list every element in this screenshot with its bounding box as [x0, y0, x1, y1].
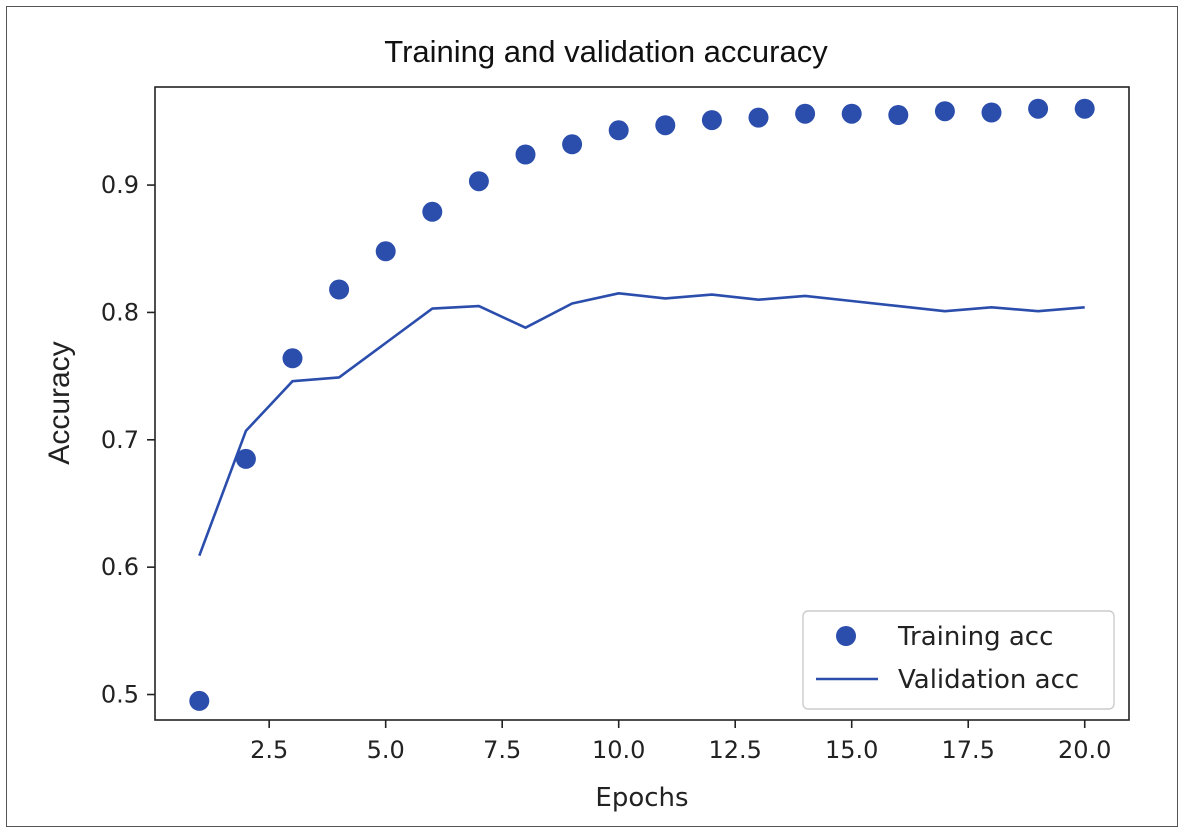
- x-tick-label: 15.0: [825, 736, 878, 764]
- legend: Training acc Validation acc: [802, 610, 1115, 710]
- x-tick-label: 12.5: [708, 736, 761, 764]
- training-acc-point: [934, 101, 955, 122]
- y-tick-label: 0.8: [101, 298, 139, 326]
- chart-title: Training and validation accuracy: [384, 34, 828, 69]
- training-acc-point: [562, 134, 583, 155]
- training-acc-point: [981, 102, 1002, 123]
- validation-acc-line: [198, 291, 1085, 557]
- training-acc-point: [701, 110, 722, 131]
- training-acc-point: [748, 107, 769, 128]
- x-tick-label: 20.0: [1058, 736, 1111, 764]
- training-acc-point: [655, 115, 676, 136]
- training-acc-point: [468, 171, 489, 192]
- x-axis: 2.5 5.0 7.5 10.0 12.5 15.0 17.5 20.0: [250, 720, 1111, 764]
- y-tick-label: 0.9: [101, 171, 139, 199]
- training-acc-point: [375, 241, 396, 262]
- training-acc-point: [888, 105, 909, 125]
- x-tick-label: 7.5: [483, 736, 521, 764]
- training-acc-point: [841, 103, 862, 124]
- training-acc-point: [515, 144, 536, 165]
- training-acc-points: [189, 98, 1095, 711]
- training-acc-point: [422, 201, 443, 222]
- training-acc-point: [1028, 98, 1049, 119]
- y-axis-label: Accuracy: [43, 341, 76, 464]
- y-tick-label: 0.5: [101, 681, 139, 709]
- y-axis: 0.5 0.6 0.7 0.8 0.9: [101, 171, 155, 709]
- x-tick-label: 10.0: [592, 736, 645, 764]
- training-acc-point: [329, 279, 350, 300]
- x-tick-label: 2.5: [250, 736, 288, 764]
- x-axis-label: Epochs: [595, 783, 688, 813]
- training-acc-point: [189, 690, 210, 711]
- y-tick-label: 0.6: [101, 553, 139, 581]
- training-acc-point: [795, 103, 816, 124]
- y-tick-label: 0.7: [101, 426, 139, 454]
- legend-label-training: Training acc: [897, 622, 1053, 652]
- training-acc-point: [1074, 98, 1095, 119]
- legend-label-validation: Validation acc: [898, 665, 1079, 695]
- legend-box: [802, 610, 1115, 710]
- training-acc-point: [608, 120, 629, 141]
- training-acc-point: [282, 348, 303, 369]
- legend-marker-training: [836, 626, 856, 646]
- x-tick-label: 17.5: [942, 736, 995, 764]
- x-tick-label: 5.0: [367, 736, 405, 764]
- training-acc-point: [235, 448, 256, 469]
